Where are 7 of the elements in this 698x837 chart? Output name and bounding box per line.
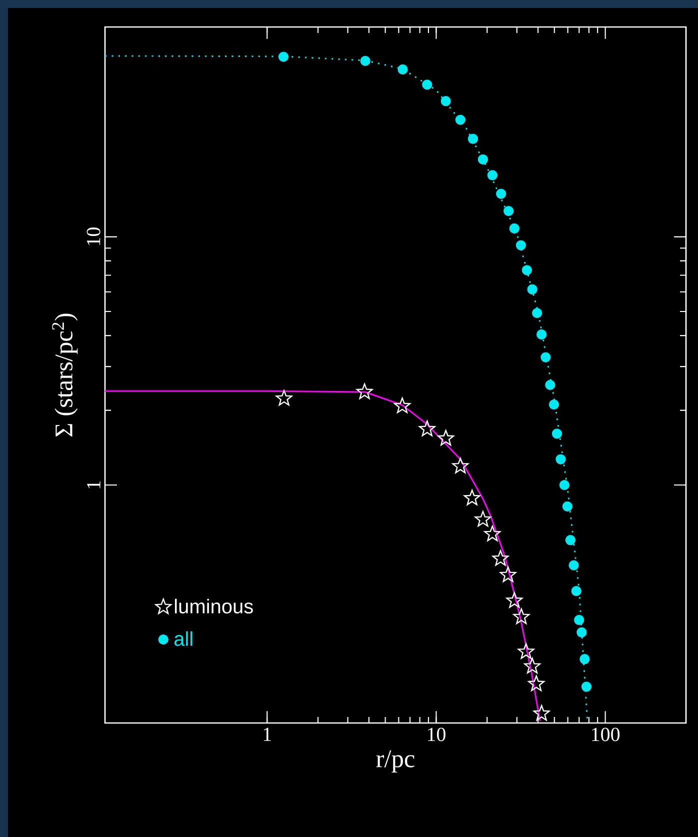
- x-axis-title: r/pc: [376, 750, 414, 772]
- x-tick-label: 100: [592, 728, 620, 742]
- x-tick-label: 10: [428, 728, 446, 742]
- x-tick-label: 1: [264, 728, 271, 741]
- legend-label: all: [174, 631, 192, 646]
- y-axis-title: Σ (stars/pc$^{2}$): [52, 314, 78, 436]
- legend-label: luminous: [174, 598, 253, 614]
